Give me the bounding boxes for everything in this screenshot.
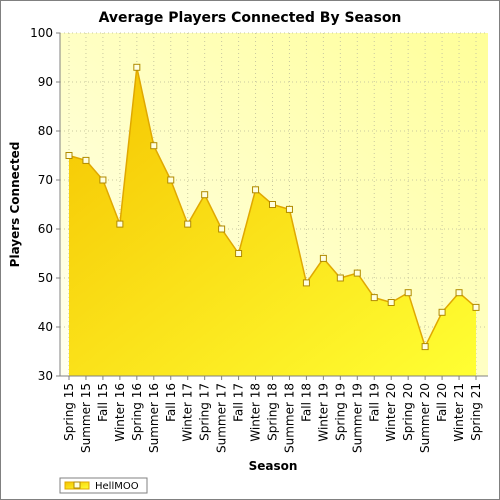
data-point: [65, 152, 73, 159]
chart-title: Average Players Connected By Season: [99, 10, 402, 26]
data-point: [133, 63, 141, 71]
data-point: [218, 225, 226, 233]
y-tick-label: 30: [38, 369, 53, 383]
x-tick-label: Fall 19: [367, 383, 381, 422]
x-tick-label: Fall 20: [435, 383, 449, 422]
x-tick-label: Winter 17: [181, 383, 195, 442]
x-tick-label: Summer 15: [79, 383, 93, 453]
legend-marker: [73, 481, 81, 489]
y-tick-label: 40: [38, 320, 53, 334]
axes: [59, 33, 488, 377]
data-point: [387, 299, 395, 306]
y-tick-label: 60: [38, 222, 53, 236]
x-tick-label: Spring 18: [266, 383, 280, 441]
data-point: [285, 205, 293, 213]
x-tick-label: Winter 21: [452, 383, 466, 442]
x-tick-label: Summer 20: [418, 383, 432, 453]
data-point: [370, 294, 378, 302]
data-point: [235, 250, 243, 257]
x-tick-label: Fall 16: [164, 383, 178, 422]
y-tick-label: 50: [38, 271, 53, 285]
data-point: [116, 220, 124, 228]
data-point: [252, 186, 260, 194]
data-point: [201, 191, 209, 199]
x-tick-label: Winter 19: [316, 383, 330, 442]
legend: HellMOO: [59, 477, 148, 494]
y-tick-label: 100: [30, 26, 53, 40]
data-point: [319, 254, 327, 262]
x-tick-label: Spring 17: [198, 383, 212, 441]
y-axis-label: Players Connected: [8, 142, 22, 268]
data-point: [455, 289, 463, 297]
x-tick-label: Spring 20: [401, 383, 415, 441]
x-axis-label: Season: [249, 459, 298, 473]
legend-label: HellMOO: [95, 481, 139, 492]
data-point: [404, 289, 412, 297]
x-tick-label: Spring 19: [333, 383, 347, 441]
y-tick-label: 90: [38, 75, 53, 89]
data-point: [269, 201, 276, 208]
data-point: [438, 308, 446, 316]
data-point: [99, 176, 107, 184]
x-tick-label: Spring 16: [130, 383, 144, 441]
data-point: [150, 142, 158, 150]
data-point: [421, 343, 429, 351]
x-tick-label: Summer 16: [147, 383, 161, 453]
x-tick-label: Fall 18: [299, 383, 313, 422]
data-point: [184, 220, 192, 228]
x-tick-label: Fall 15: [96, 383, 110, 422]
y-tick-label: 70: [38, 173, 53, 187]
x-tick-label: Winter 20: [384, 383, 398, 442]
x-tick-label: Spring 15: [62, 383, 76, 441]
x-tick-label: Winter 18: [249, 383, 263, 442]
series-markers: [65, 63, 480, 351]
x-tick-labels: Spring 15 Summer 15 Fall 15 Winter 16 Spring…: [62, 376, 483, 453]
data-point: [336, 274, 344, 282]
x-tick-label: Summer 17: [215, 383, 229, 453]
x-tick-label: Summer 18: [282, 383, 296, 453]
x-tick-label: Summer 19: [350, 383, 364, 453]
x-tick-label: Spring 21: [469, 383, 483, 441]
data-point: [167, 176, 175, 184]
x-tick-label: Winter 16: [113, 383, 127, 442]
data-point: [472, 303, 480, 311]
y-tick-label: 80: [38, 124, 53, 138]
y-tick-labels: 30 40 50 60 70 80 90 100: [30, 26, 60, 383]
data-point: [302, 279, 310, 287]
x-tick-label: Fall 17: [232, 383, 246, 422]
data-point: [82, 156, 90, 164]
data-point: [353, 269, 361, 277]
